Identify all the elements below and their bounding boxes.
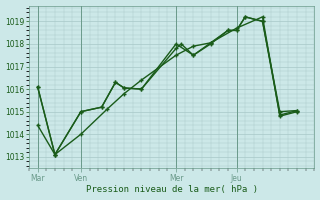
X-axis label: Pression niveau de la mer( hPa ): Pression niveau de la mer( hPa ) [86, 185, 258, 194]
